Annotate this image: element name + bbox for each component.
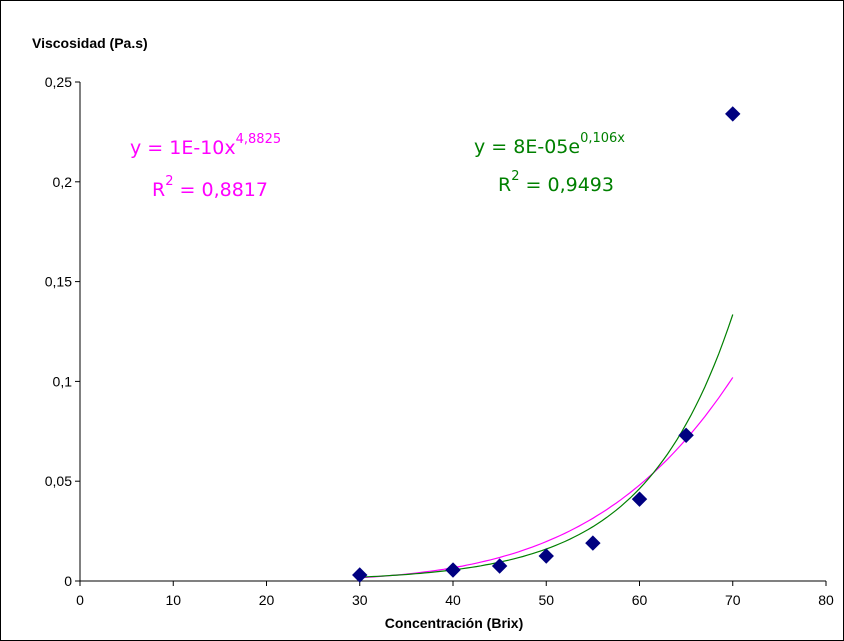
y-ticks: 0 0,05 0,1 0,15 0,2 0,25: [45, 74, 80, 589]
data-point: [538, 548, 554, 564]
data-points: [352, 106, 741, 583]
y-tick-label: 0,25: [45, 74, 72, 90]
x-axis-title: Concentración (Brix): [385, 615, 523, 631]
data-point: [725, 106, 741, 122]
x-tick-label: 50: [538, 592, 554, 608]
exponential-equation-base: y = 8E-05e: [474, 136, 580, 158]
data-point: [352, 567, 368, 583]
power-trendline: [359, 377, 734, 579]
y-tick-label: 0,1: [53, 373, 73, 389]
exponential-equation: y = 8E-05e0,106x: [474, 131, 625, 158]
power-equation: y = 1E-10x4,8825: [130, 132, 281, 159]
exponential-equation-exponent: 0,106x: [580, 131, 625, 146]
power-r2: R2 = 0,8817: [152, 174, 268, 201]
data-point: [585, 535, 601, 551]
data-point: [445, 562, 461, 578]
y-tick-label: 0: [64, 573, 72, 589]
exponential-trendline: [359, 314, 734, 578]
power-equation-base: y = 1E-10x: [130, 137, 236, 159]
trendlines: [359, 314, 734, 579]
power-equation-exponent: 4,8825: [236, 132, 282, 147]
x-tick-label: 30: [352, 592, 368, 608]
y-tick-label: 0,15: [45, 274, 72, 290]
x-tick-label: 60: [632, 592, 648, 608]
x-tick-label: 70: [725, 592, 741, 608]
exponential-r2-exponent: 2: [511, 169, 519, 184]
y-tick-label: 0,05: [45, 473, 72, 489]
x-ticks: 0 10 20 30 40 50 60 70 80: [76, 581, 834, 608]
power-r2-exponent: 2: [165, 174, 173, 189]
data-point: [491, 558, 508, 574]
power-r2-prefix: R: [152, 179, 165, 201]
x-tick-label: 0: [76, 592, 84, 608]
exponential-r2: R2 = 0,9493: [498, 169, 614, 196]
data-point: [678, 427, 694, 443]
exponential-r2-prefix: R: [498, 174, 511, 196]
x-tick-label: 80: [818, 592, 834, 608]
y-axis-title: Viscosidad (Pa.s): [32, 35, 148, 51]
x-tick-label: 20: [259, 592, 275, 608]
exponential-r2-value: = 0,9493: [519, 174, 613, 196]
y-tick-label: 0,2: [53, 174, 73, 190]
power-r2-value: = 0,8817: [173, 179, 267, 201]
x-tick-label: 10: [165, 592, 181, 608]
data-point: [631, 491, 648, 507]
x-tick-label: 40: [445, 592, 461, 608]
